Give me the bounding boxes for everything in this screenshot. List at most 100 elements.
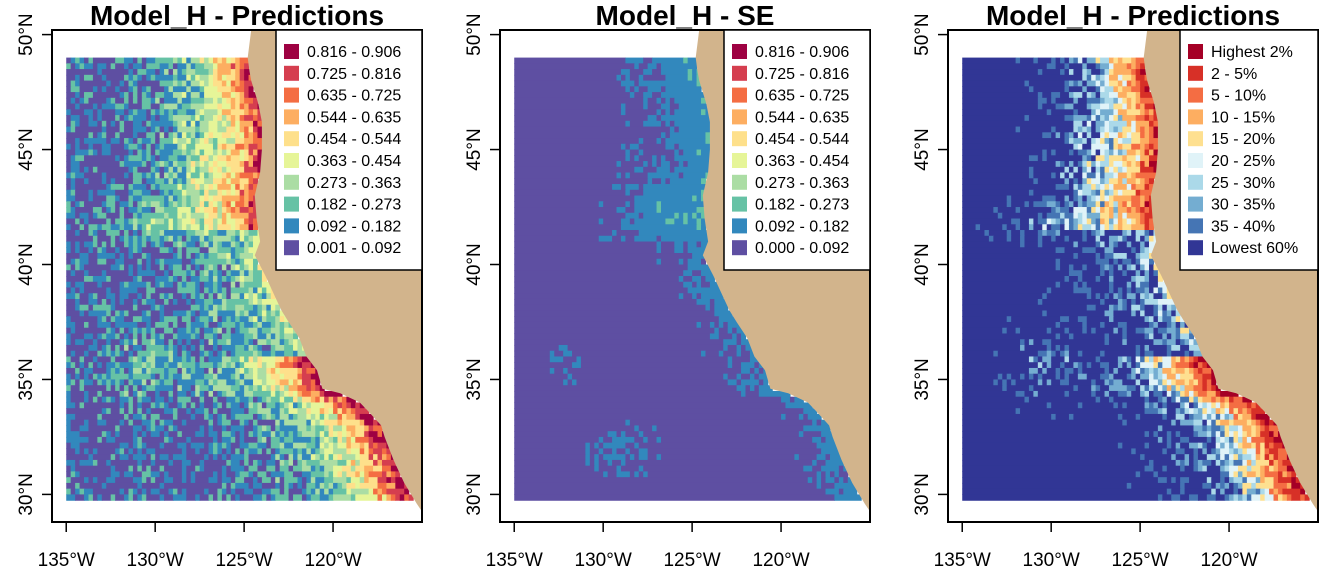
raster-cell	[70, 80, 76, 87]
raster-cell	[137, 459, 143, 467]
raster-cell	[1166, 402, 1181, 409]
raster-cell	[110, 63, 116, 70]
raster-cell	[1064, 201, 1070, 208]
raster-cell	[1068, 201, 1075, 208]
raster-cell	[1100, 276, 1110, 283]
raster-cell	[1037, 57, 1052, 64]
raster-cell	[124, 258, 138, 266]
raster-cell	[1082, 166, 1088, 174]
raster-cell	[270, 471, 285, 478]
raster-cell	[261, 327, 272, 335]
raster-cell	[554, 350, 564, 358]
raster-cell	[625, 120, 631, 128]
legend-swatch	[284, 109, 299, 125]
raster-cell	[1117, 132, 1123, 139]
raster-cell	[97, 63, 107, 70]
raster-cell	[155, 184, 161, 191]
raster-cell	[1189, 362, 1195, 369]
raster-cell	[514, 201, 600, 208]
raster-cell	[101, 396, 107, 404]
raster-cell	[186, 253, 192, 260]
raster-cell	[75, 189, 90, 197]
raster-cell	[128, 235, 134, 243]
raster-cell	[257, 471, 267, 478]
raster-cell	[168, 373, 174, 381]
raster-cell	[146, 454, 152, 461]
raster-cell	[1108, 373, 1115, 381]
raster-cell	[1189, 436, 1208, 444]
raster-cell	[101, 408, 107, 415]
raster-cell	[1095, 189, 1101, 197]
raster-cell	[199, 339, 205, 346]
raster-cell	[359, 448, 365, 455]
raster-cell	[696, 321, 702, 329]
raster-cell	[1037, 356, 1043, 363]
raster-cell	[1117, 143, 1123, 151]
raster-cell	[1068, 333, 1075, 340]
raster-cell	[1117, 166, 1123, 174]
raster-cell	[665, 97, 671, 105]
legend: Highest 2%2 - 5%5 - 10%10 - 15%15 - 20%2…	[1179, 29, 1319, 271]
raster-cell	[115, 293, 121, 300]
raster-cell	[212, 207, 219, 214]
raster-cell	[146, 63, 161, 70]
raster-cell	[75, 218, 81, 225]
raster-cell	[514, 178, 649, 185]
raster-cell	[212, 178, 223, 185]
raster-cell	[172, 356, 183, 363]
raster-cell	[701, 241, 711, 248]
raster-cell	[270, 477, 276, 484]
y-tick-label: 30°N	[912, 473, 933, 515]
raster-cell	[97, 316, 103, 323]
raster-cell	[514, 138, 640, 145]
raster-cell	[132, 132, 138, 139]
raster-cell	[1140, 86, 1146, 93]
raster-cell	[1264, 494, 1275, 501]
raster-cell	[603, 454, 627, 461]
raster-cell	[79, 115, 90, 122]
raster-cell	[106, 333, 116, 340]
raster-cell	[168, 344, 174, 352]
raster-cell	[190, 74, 196, 82]
raster-cell	[186, 69, 196, 76]
raster-cell	[88, 298, 98, 306]
raster-cell	[190, 344, 196, 352]
raster-cell	[119, 201, 130, 208]
raster-cell	[1202, 413, 1208, 421]
raster-cell	[1126, 419, 1172, 427]
raster-cell	[212, 63, 219, 70]
raster-cell	[1149, 316, 1155, 323]
raster-cell	[1171, 477, 1177, 484]
raster-cell	[235, 207, 241, 214]
raster-cell	[221, 494, 227, 501]
raster-cell	[66, 230, 76, 237]
raster-cell	[1202, 373, 1212, 381]
legend-swatch	[1188, 218, 1203, 234]
raster-cell	[106, 247, 116, 254]
raster-cell	[1135, 344, 1141, 352]
raster-cell	[514, 304, 707, 312]
raster-cell	[217, 442, 223, 450]
raster-cell	[692, 253, 707, 260]
raster-cell	[293, 448, 299, 455]
raster-cell	[137, 350, 152, 358]
raster-cell	[781, 413, 787, 421]
raster-cell	[620, 69, 631, 76]
raster-cell	[221, 172, 227, 179]
raster-cell	[1140, 390, 1146, 398]
raster-cell	[1051, 350, 1057, 358]
raster-cell	[155, 276, 170, 283]
raster-cell	[164, 419, 174, 427]
raster-cell	[230, 80, 236, 87]
raster-cell	[128, 115, 134, 122]
raster-cell	[141, 120, 147, 128]
raster-cell	[643, 149, 675, 156]
raster-cell	[377, 431, 383, 438]
raster-cell	[212, 304, 219, 312]
raster-cell	[696, 149, 702, 156]
raster-cell	[128, 92, 134, 99]
raster-cell	[1091, 293, 1097, 300]
raster-cell	[1055, 126, 1075, 133]
raster-cell	[195, 379, 205, 386]
raster-cell	[230, 408, 245, 415]
